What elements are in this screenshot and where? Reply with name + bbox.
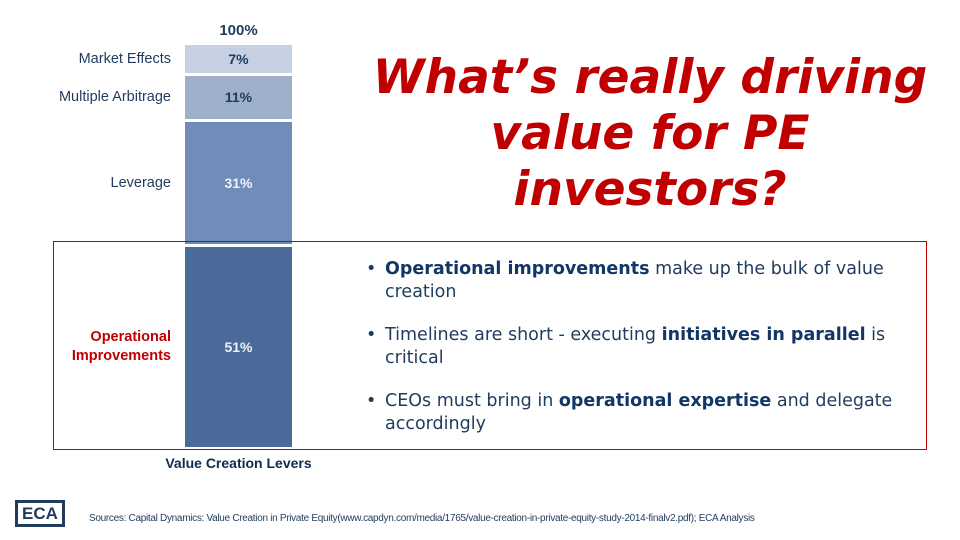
bar-segment-multiple-arbitrage: 11%	[185, 75, 292, 119]
total-label: 100%	[219, 22, 258, 39]
data-label: 31%	[224, 174, 253, 191]
bar-segment-leverage: 31%	[185, 121, 292, 244]
x-axis-label: Value Creation Levers	[165, 455, 312, 471]
data-label: 51%	[224, 338, 253, 355]
bar-segment-market-effects: 7%	[185, 45, 292, 73]
bullet-item: Operational improvements make up the bul…	[364, 258, 924, 304]
category-label: Market Effects	[78, 50, 171, 67]
data-label: 11%	[224, 89, 253, 106]
highlight-box	[53, 241, 927, 450]
stacked-bar: 7% 11% 31% 51%	[185, 45, 292, 447]
category-label: Multiple Arbitrage	[58, 89, 171, 106]
eca-logo: ECA	[15, 500, 65, 527]
bullet-item: Timelines are short - executing initiati…	[364, 324, 924, 370]
source-note: Sources: Capital Dynamics: Value Creatio…	[89, 513, 755, 524]
category-label: Operational Improvements	[71, 328, 171, 364]
data-label: 7%	[228, 50, 249, 67]
slide-title: What’s really driving value for PE inves…	[372, 50, 928, 217]
bullet-item: CEOs must bring in operational expertise…	[364, 390, 924, 436]
bar-segment-operational-improvements: 51%	[185, 246, 292, 447]
category-label: Leverage	[110, 174, 171, 191]
bullet-list: Operational improvements make up the bul…	[364, 258, 924, 456]
